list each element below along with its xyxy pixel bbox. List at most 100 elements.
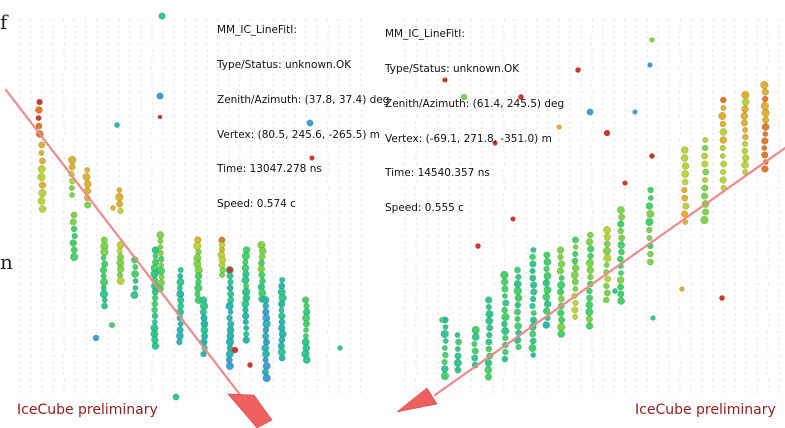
- string-dom-dot: [107, 79, 109, 81]
- string-dom-dot: [448, 379, 450, 381]
- string-dom-dot: [239, 277, 241, 279]
- hit-dom: [515, 273, 522, 281]
- string-dom-dot: [52, 349, 54, 351]
- string-dom-dot: [19, 121, 21, 123]
- string-dom-dot: [470, 103, 472, 105]
- string-dom-dot: [679, 133, 681, 135]
- string-dom-dot: [52, 133, 54, 135]
- string-dom-dot: [580, 379, 582, 381]
- string-dom-dot: [195, 217, 197, 219]
- string-dom-dot: [151, 247, 153, 249]
- hit-dom: [742, 127, 748, 133]
- string-dom-dot: [459, 163, 461, 165]
- string-dom-dot: [580, 325, 582, 327]
- string-dom-dot: [195, 91, 197, 93]
- string-dom-dot: [525, 157, 527, 159]
- string-dom-dot: [646, 271, 648, 273]
- string-dom-dot: [756, 151, 758, 153]
- string-dom-dot: [316, 139, 318, 141]
- string-dom-dot: [239, 283, 241, 285]
- string-dom-dot: [316, 229, 318, 231]
- string-dom-dot: [327, 373, 329, 375]
- string-dom-dot: [85, 43, 87, 45]
- string-dom-dot: [690, 85, 692, 87]
- hit-dom: [542, 293, 551, 301]
- string-dom-dot: [547, 37, 549, 39]
- string-dom-dot: [657, 211, 659, 213]
- string-dom-dot: [217, 163, 219, 165]
- string-dom-dot: [327, 67, 329, 69]
- string-dom-dot: [690, 67, 692, 69]
- string-dom-dot: [635, 223, 637, 225]
- string-dom-dot: [173, 295, 175, 297]
- string-dom-dot: [712, 361, 714, 363]
- hit-dom: [616, 255, 624, 263]
- string-dom-dot: [690, 385, 692, 387]
- string-dom-dot: [85, 121, 87, 123]
- string-dom-dot: [162, 61, 164, 63]
- string-dom-dot: [316, 385, 318, 387]
- string-dom-dot: [162, 193, 164, 195]
- string-dom-dot: [360, 319, 362, 321]
- string-dom-dot: [426, 187, 428, 189]
- string-dom-dot: [657, 271, 659, 273]
- string-dom-dot: [239, 265, 241, 267]
- string-dom-dot: [294, 19, 296, 21]
- string-dom-dot: [712, 385, 714, 387]
- string-dom-dot: [96, 319, 98, 321]
- string-dom-dot: [525, 103, 527, 105]
- string-dom-dot: [745, 325, 747, 327]
- string-dom-dot: [701, 223, 703, 225]
- hit-dom: [241, 251, 250, 261]
- string-dom-dot: [657, 241, 659, 243]
- string-dom-dot: [305, 391, 307, 393]
- string-dom-dot: [349, 373, 351, 375]
- string-dom-dot: [272, 235, 274, 237]
- string-dom-dot: [294, 349, 296, 351]
- string-dom-dot: [63, 223, 65, 225]
- string-dom-dot: [459, 139, 461, 141]
- hit-dom: [513, 286, 522, 296]
- string-dom-dot: [701, 313, 703, 315]
- string-dom-dot: [778, 181, 780, 183]
- string-dom-dot: [767, 205, 769, 207]
- string-dom-dot: [646, 367, 648, 369]
- string-dom-dot: [745, 67, 747, 69]
- string-dom-dot: [349, 301, 351, 303]
- string-dom-dot: [547, 199, 549, 201]
- string-dom-dot: [624, 331, 626, 333]
- string-dom-dot: [228, 217, 230, 219]
- string-dom-dot: [734, 139, 736, 141]
- string-dom-dot: [569, 265, 571, 267]
- string-dom-dot: [690, 91, 692, 93]
- string-dom-dot: [690, 145, 692, 147]
- string-dom-dot: [470, 379, 472, 381]
- detector-string: [503, 19, 505, 393]
- string-dom-dot: [63, 31, 65, 33]
- string-dom-dot: [217, 157, 219, 159]
- string-dom-dot: [85, 343, 87, 345]
- hit-dom: [200, 350, 207, 358]
- hit-dom: [603, 226, 612, 234]
- string-dom-dot: [547, 193, 549, 195]
- string-dom-dot: [305, 295, 307, 297]
- string-dom-dot: [305, 205, 307, 207]
- string-dom-dot: [41, 271, 43, 273]
- string-dom-dot: [503, 373, 505, 375]
- string-dom-dot: [580, 37, 582, 39]
- string-dom-dot: [569, 241, 571, 243]
- detector-string: [206, 19, 208, 393]
- string-dom-dot: [558, 109, 560, 111]
- string-dom-dot: [349, 163, 351, 165]
- string-dom-dot: [96, 391, 98, 393]
- string-dom-dot: [63, 385, 65, 387]
- string-dom-dot: [602, 67, 604, 69]
- hit-dom: [92, 334, 100, 342]
- track-line: [4, 88, 246, 402]
- string-dom-dot: [151, 85, 153, 87]
- string-dom-dot: [217, 85, 219, 87]
- string-dom-dot: [459, 145, 461, 147]
- hit-dom: [741, 161, 750, 169]
- string-dom-dot: [250, 307, 252, 309]
- string-dom-dot: [459, 307, 461, 309]
